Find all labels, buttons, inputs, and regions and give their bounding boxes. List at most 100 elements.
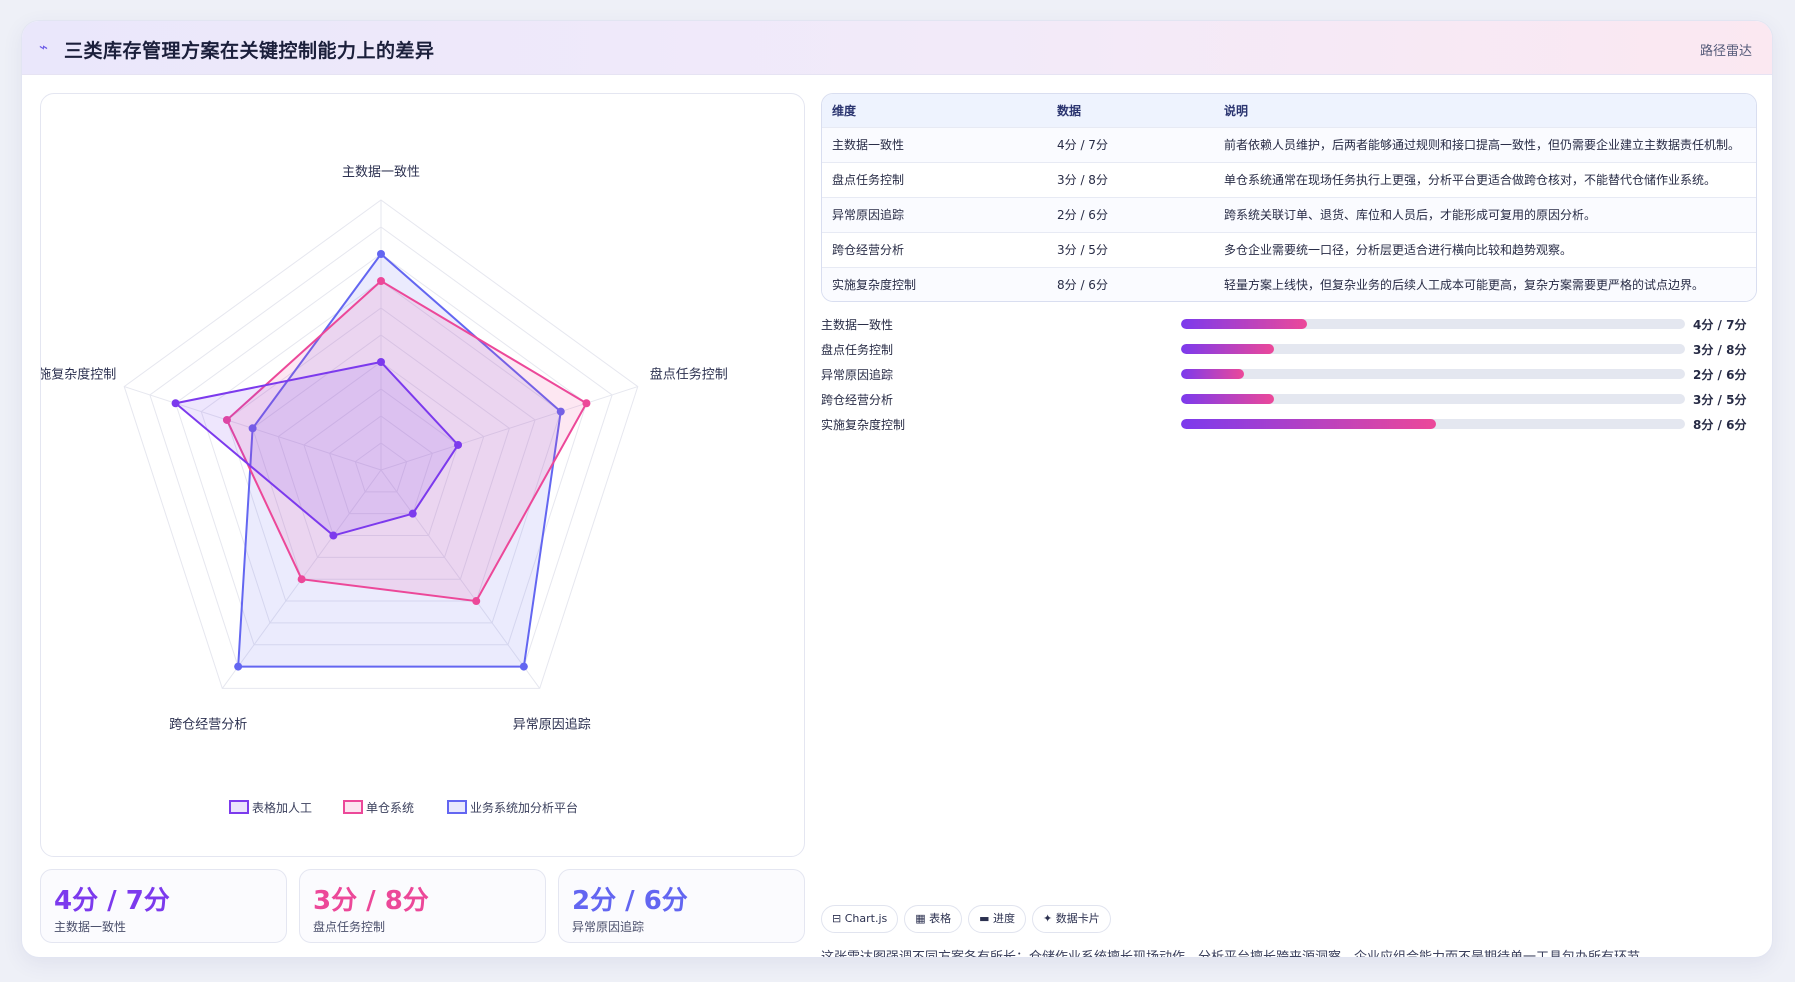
radar-point[interactable] (454, 440, 463, 449)
chip-chartjs[interactable]: ⊟ Chart.js (821, 905, 899, 933)
stat-label: 盘点任务控制 (313, 920, 386, 934)
progress-label: 实施复杂度控制 (821, 418, 906, 432)
radar-point[interactable] (222, 415, 231, 424)
radar-axis-label: 异常原因追踪 (513, 716, 591, 732)
table-cell: 轻量方案上线快，但复杂业务的后续人工成本可能更高，复杂方案需要更严格的试点边界。 (1224, 278, 1705, 293)
stat-value: 2分 / 6分 (572, 886, 688, 916)
progress-track (1181, 394, 1685, 404)
table-header: 说明 (1224, 103, 1249, 118)
table-cell: 8分 / 6分 (1057, 278, 1108, 293)
table-cell: 2分 / 6分 (1057, 208, 1108, 222)
radar-grid-ring (123, 199, 639, 689)
progress-track (1181, 419, 1685, 429)
radar-point[interactable] (234, 662, 243, 671)
progress-fill (1181, 369, 1244, 379)
table-row: 主数据一致性 4分 / 7分 前者依赖人员维护，后两者能够通过规则和接口提高一致… (822, 127, 1756, 162)
tech-chips: ⊟ Chart.js ▦ 表格 ▬ 进度 ✦ 数据卡片 (821, 905, 1117, 935)
legend-label[interactable]: 单仓系统 (366, 801, 414, 815)
radar-point[interactable] (377, 250, 385, 258)
stat-label: 异常原因追踪 (572, 920, 645, 934)
radar-grid-ring (354, 442, 408, 493)
sparkline-icon: ⌁ (39, 38, 49, 56)
progress-row: 跨仓经营分析 3分 / 5分 (821, 386, 1757, 411)
legend-swatch[interactable] (343, 800, 363, 814)
radar-point[interactable] (408, 509, 417, 518)
stat-value: 4分 / 7分 (54, 886, 170, 916)
table-cell: 3分 / 5分 (1057, 243, 1108, 257)
radar-axis-label: 实施复杂度控制 (41, 367, 116, 383)
legend-label[interactable]: 业务系统加分析平台 (470, 800, 578, 815)
progress-label: 跨仓经营分析 (821, 393, 894, 407)
progress-fill (1181, 319, 1307, 329)
header: ⌁ 三类库存管理方案在关键控制能力上的差异 路径雷达 (22, 21, 1772, 75)
table-cell: 4分 / 7分 (1057, 138, 1108, 152)
radar-point[interactable] (472, 597, 481, 606)
table-row: 跨仓经营分析 3分 / 5分 多仓企业需要统一口径，分析层更适合进行横向比较和趋… (822, 232, 1756, 267)
table-header-row: 维度 数据 说明 (822, 94, 1756, 127)
table-cell: 跨仓经营分析 (832, 243, 905, 257)
dashboard-card: ⌁ 三类库存管理方案在关键控制能力上的差异 路径雷达 主数据一致性 盘点任务控制异… (21, 20, 1773, 958)
progress-row: 实施复杂度控制 8分 / 6分 (821, 411, 1757, 436)
page-title: 三类库存管理方案在关键控制能力上的差异 (64, 40, 435, 62)
progress-value: 3分 / 5分 (1693, 393, 1747, 407)
progress-value: 4分 / 7分 (1693, 318, 1747, 332)
radar-grid-ring (174, 253, 588, 646)
progress-row: 盘点任务控制 3分 / 8分 (821, 336, 1757, 361)
progress-row: 主数据一致性 4分 / 7分 (821, 311, 1757, 336)
table-row: 实施复杂度控制 8分 / 6分 轻量方案上线快，但复杂业务的后续人工成本可能更高… (822, 267, 1756, 301)
chip-table[interactable]: ▦ 表格 (904, 905, 963, 933)
progress-value: 3分 / 8分 (1693, 343, 1747, 357)
radar-point[interactable] (297, 575, 306, 584)
radar-point[interactable] (556, 407, 565, 416)
radar-grid-ring (226, 307, 536, 602)
stat-card: 3分 / 8分 盘点任务控制 (299, 869, 546, 943)
progress-label: 异常原因追踪 (821, 368, 894, 382)
table-cell: 盘点任务控制 (832, 173, 905, 187)
progress-fill (1181, 344, 1275, 354)
table-cell: 前者依赖人员维护，后两者能够通过规则和接口提高一致性，但仍需要企业建立主数据责任… (1224, 138, 1741, 152)
table-row: 盘点任务控制 3分 / 8分 单仓系统通常在现场任务执行上更强，分析平台更适合做… (822, 162, 1756, 197)
radar-axis-label: 盘点任务控制 (650, 367, 728, 383)
radar-point[interactable] (377, 277, 385, 285)
legend-swatch[interactable] (447, 800, 467, 814)
progress-label: 主数据一致性 (821, 318, 894, 332)
progress-label: 盘点任务控制 (821, 343, 894, 357)
progress-track (1181, 319, 1685, 329)
radar-point[interactable] (171, 399, 180, 408)
radar-point[interactable] (329, 531, 338, 540)
table-cell: 异常原因追踪 (832, 208, 905, 222)
chart-type-tag: 路径雷达 (1699, 44, 1752, 59)
stat-label: 主数据一致性 (54, 920, 127, 934)
stat-value: 3分 / 8分 (313, 886, 429, 916)
chip-data-cards[interactable]: ✦ 数据卡片 (1032, 905, 1111, 933)
radar-axis-label: 跨仓经营分析 (169, 717, 247, 732)
table-row: 异常原因追踪 2分 / 6分 跨系统关联订单、退货、库位和人员后，才能形成可复用… (822, 197, 1756, 232)
radar-grid-ring (277, 361, 485, 558)
table-cell: 实施复杂度控制 (832, 278, 917, 293)
table-header: 数据 (1057, 103, 1082, 118)
progress-list: 主数据一致性 4分 / 7分 盘点任务控制 3分 / 8分 异常原因追踪 2分 … (821, 311, 1757, 436)
chip-progress[interactable]: ▬ 进度 (968, 905, 1027, 933)
radar-grid-ring (329, 415, 433, 515)
progress-fill (1181, 394, 1275, 404)
radar-point[interactable] (248, 424, 257, 433)
radar-point[interactable] (377, 358, 385, 366)
table-cell: 单仓系统通常在现场任务执行上更强，分析平台更适合做跨仓核对，不能替代仓储作业系统… (1224, 173, 1717, 187)
radar-series-0 (173, 360, 460, 537)
radar-point[interactable] (519, 662, 528, 671)
table-cell: 多仓企业需要统一口径，分析层更适合进行横向比较和趋势观察。 (1224, 243, 1573, 257)
progress-track (1181, 369, 1685, 379)
progress-row: 异常原因追踪 2分 / 6分 (821, 361, 1757, 386)
stat-cards: 4分 / 7分 主数据一致性 3分 / 8分 盘点任务控制 2分 / 6分 异常… (40, 869, 805, 943)
progress-value: 8分 / 6分 (1693, 418, 1747, 432)
table-cell: 3分 / 8分 (1057, 173, 1108, 187)
legend-label[interactable]: 表格加人工 (252, 800, 312, 815)
table-header: 维度 (832, 103, 857, 118)
table-cell: 跨系统关联订单、退货、库位和人员后，才能形成可复用的原因分析。 (1224, 208, 1597, 222)
progress-value: 2分 / 6分 (1693, 368, 1747, 382)
progress-fill (1181, 419, 1436, 429)
radar-point[interactable] (582, 399, 591, 408)
legend-swatch[interactable] (229, 800, 249, 814)
